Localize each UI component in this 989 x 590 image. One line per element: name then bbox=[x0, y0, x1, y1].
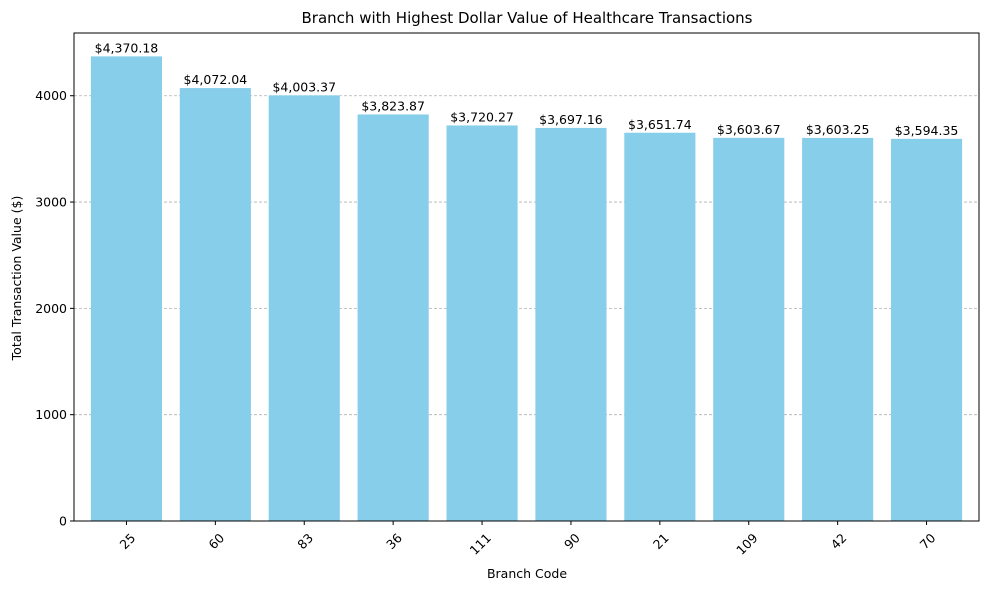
bar-value-label: $3,823.87 bbox=[361, 98, 425, 113]
plot-frame bbox=[73, 32, 980, 522]
bar-value-label: $4,072.04 bbox=[184, 72, 248, 87]
x-tick-label: 21 bbox=[650, 530, 672, 552]
bar bbox=[535, 127, 607, 521]
x-tick-label: 70 bbox=[917, 530, 939, 552]
bar bbox=[890, 138, 963, 522]
bar-value-label: $3,594.35 bbox=[895, 123, 959, 138]
bar bbox=[624, 132, 696, 521]
bar bbox=[357, 114, 429, 521]
bar bbox=[802, 137, 874, 521]
x-tick-label: 60 bbox=[205, 530, 227, 552]
y-tick-label: 0 bbox=[59, 514, 67, 529]
bar-value-label: $3,697.16 bbox=[539, 112, 603, 127]
y-tick-label: 1000 bbox=[35, 407, 67, 422]
y-axis-ticks: 0 1000 2000 3000 4000 bbox=[35, 88, 74, 529]
bar-value-label: $3,651.74 bbox=[628, 117, 692, 132]
x-tick-label: 83 bbox=[294, 530, 316, 552]
x-tick-label: 36 bbox=[383, 530, 405, 552]
bars bbox=[90, 56, 963, 522]
x-tick-label: 25 bbox=[117, 530, 139, 552]
bar-value-label: $3,603.25 bbox=[806, 122, 870, 137]
x-tick-label: 42 bbox=[828, 530, 850, 552]
bar bbox=[179, 88, 251, 521]
x-axis-label: Branch Code bbox=[487, 566, 567, 581]
x-tick-label: 90 bbox=[561, 530, 583, 552]
x-tick-label: 111 bbox=[466, 530, 493, 557]
bar bbox=[90, 56, 163, 521]
bar-value-label: $4,370.18 bbox=[95, 40, 159, 55]
x-axis-ticks: 25 60 83 36 111 90 21 109 42 70 bbox=[117, 521, 939, 558]
axes bbox=[73, 32, 980, 522]
y-axis-label: Total Transaction Value ($) bbox=[9, 196, 24, 362]
bar-value-labels: $4,370.18 $4,072.04 $4,003.37 $3,823.87 $3,7… bbox=[95, 40, 959, 137]
bar bbox=[268, 95, 340, 521]
chart-title: Branch with Highest Dollar Value of Heal… bbox=[302, 9, 753, 27]
y-tick-label: 4000 bbox=[35, 88, 67, 103]
y-tick-label: 3000 bbox=[35, 195, 67, 210]
bar-value-label: $4,003.37 bbox=[272, 79, 336, 94]
bar bbox=[446, 125, 518, 522]
bar-value-label: $3,720.27 bbox=[450, 109, 514, 124]
y-tick-label: 2000 bbox=[35, 301, 67, 316]
bar bbox=[713, 137, 785, 521]
x-tick-label: 109 bbox=[733, 530, 761, 558]
bar-value-label: $3,603.67 bbox=[717, 122, 781, 137]
